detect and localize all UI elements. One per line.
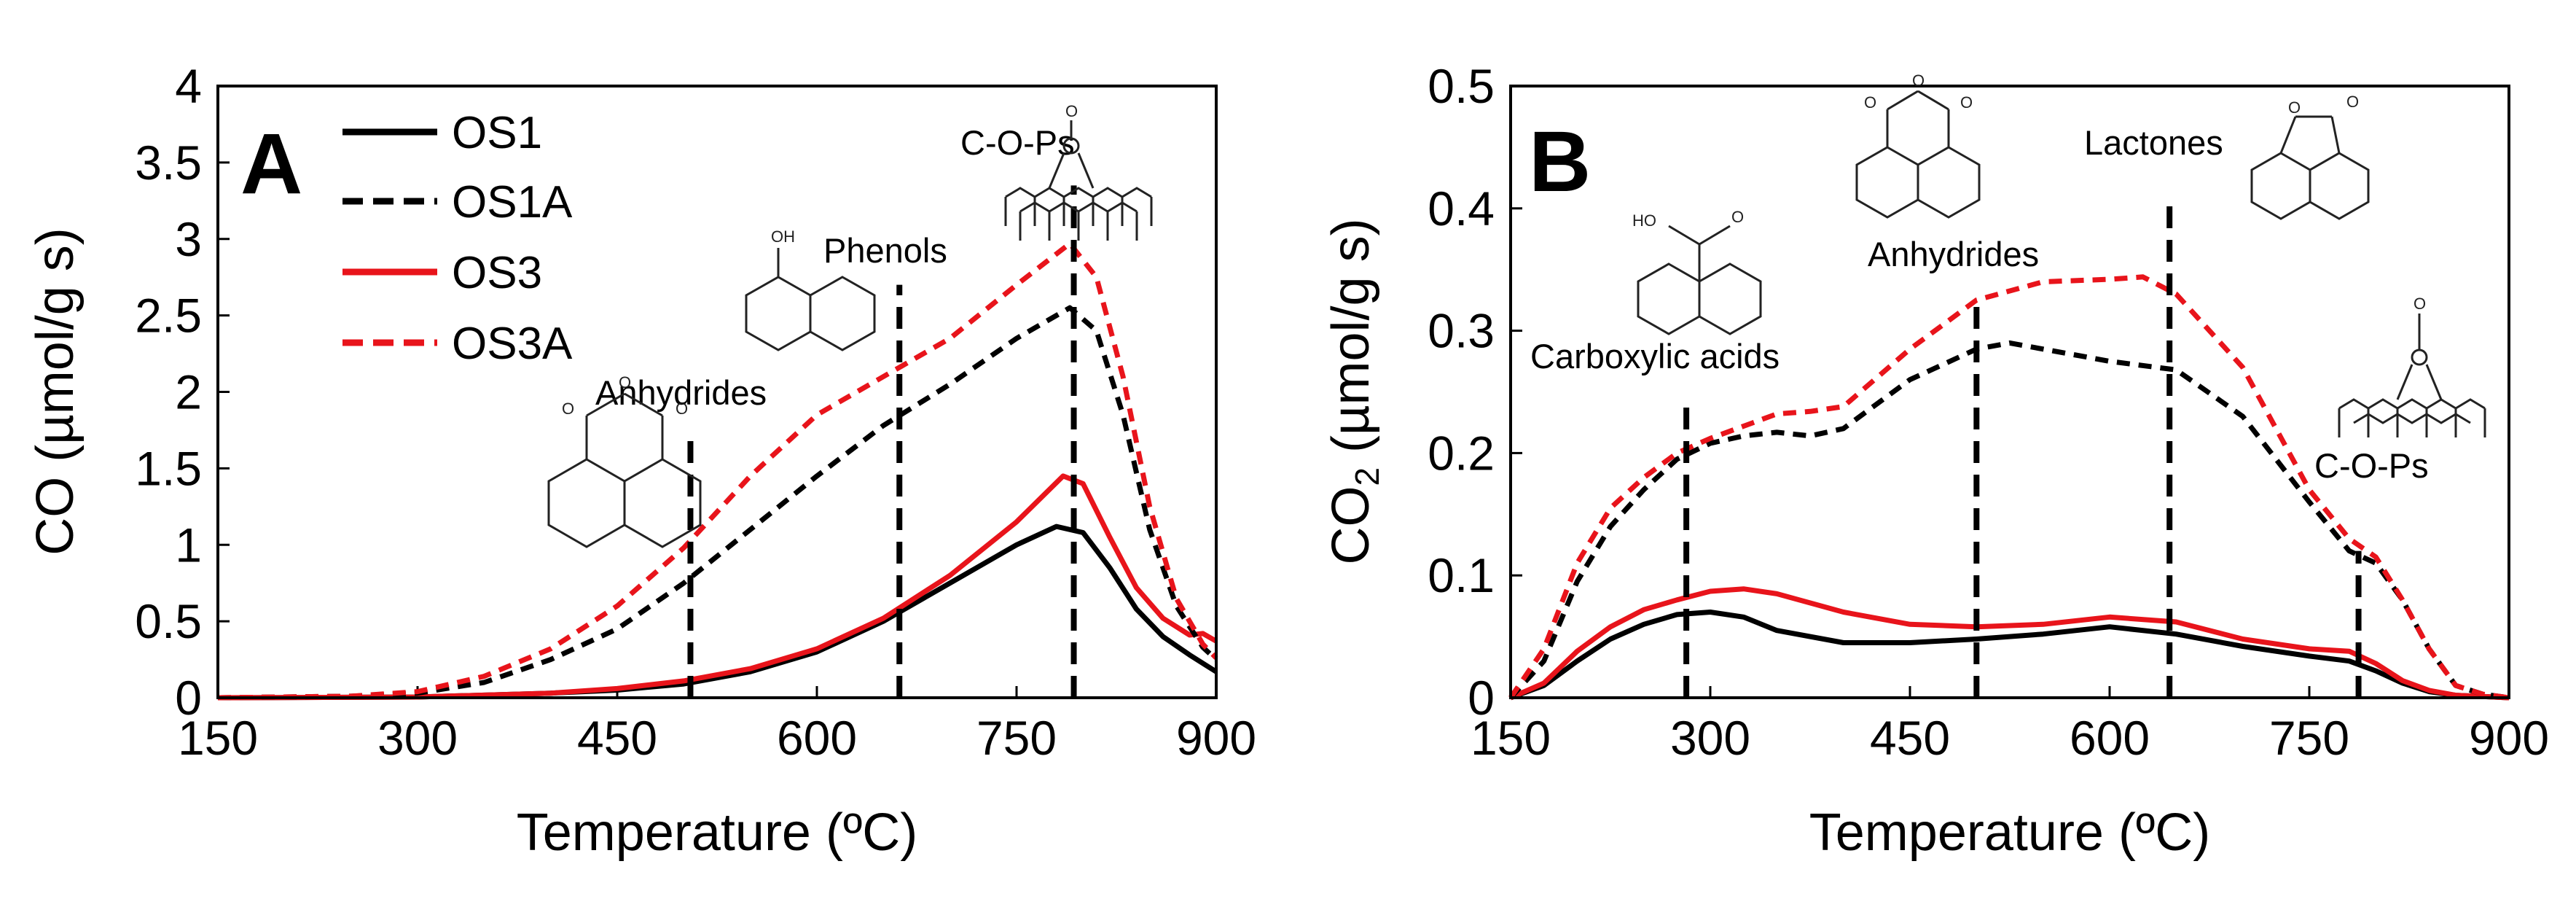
panel-b-letter: B (1529, 114, 1591, 210)
panel-b-series-os3 (1509, 586, 2510, 701)
svg-text:O: O (1912, 71, 1925, 90)
panel-a-x-axis-title: Temperature (ºC) (517, 803, 917, 862)
panel-a: 150 300 450 600 750 900 0 0.5 1 1.5 2 2.5 3 3.5 4 A OS… (26, 59, 1256, 862)
panel-a-x-tick-label: 750 (976, 711, 1057, 765)
panel-a-x-tick-label: 900 (1176, 711, 1256, 765)
panel-b-ticks: 150 300 450 600 750 900 0 0.1 0.2 0.3 0.4 0.5 (1428, 59, 2549, 765)
panel-b-y-axis-title-main: CO (1322, 486, 1380, 565)
panel-b-x-tick-label: 450 (1870, 711, 1950, 765)
panel-b-y-tick-label: 0 (1468, 671, 1495, 725)
panel-b-label-carboxylic-acids: Carboxylic acids (1530, 337, 1780, 375)
panel-a-y-tick-label: 4 (175, 59, 202, 113)
svg-text:OH: OH (771, 227, 795, 246)
panel-b-series (1508, 274, 2510, 701)
panel-a-y-tick-label: 3 (175, 212, 202, 266)
phenol-structure-icon: OH (745, 227, 876, 351)
svg-text:O: O (1065, 102, 1078, 120)
svg-text:O: O (1731, 208, 1744, 226)
panel-b-x-tick-label: 900 (2469, 711, 2549, 765)
panel-b-x-tick-label: 600 (2070, 711, 2150, 765)
svg-text:HO: HO (1632, 211, 1656, 230)
panel-a-y-tick-label: 2 (175, 365, 202, 419)
panel-b-y-axis-title-subscript: 2 (1348, 467, 1386, 486)
panel-b-label-c-o-ps: C-O-Ps (2314, 446, 2429, 485)
panel-a-y-tick-label: 0.5 (135, 594, 202, 648)
svg-text:O: O (1960, 93, 1973, 112)
panel-b-x-tick-label: 150 (1471, 711, 1551, 765)
panel-a-x-tick-label: 450 (577, 711, 657, 765)
panel-b: 150 300 450 600 750 900 0 0.1 0.2 0.3 0.4 0.5 B Car… (1322, 59, 2549, 862)
svg-text:O: O (2288, 98, 2301, 117)
anhydride-structure-icon: O O O (547, 373, 702, 548)
panel-a-y-tick-label: 2.5 (135, 289, 202, 343)
panel-b-x-tick-label: 300 (1670, 711, 1750, 765)
panel-a-series-os1a (217, 305, 1218, 701)
panel-b-y-tick-label: 0.3 (1428, 304, 1495, 358)
panel-a-y-tick-label: 0 (175, 671, 202, 725)
panel-a-y-tick-label: 1.5 (135, 441, 202, 495)
panel-b-label-lactones: Lactones (2084, 123, 2223, 162)
svg-text:O: O (562, 400, 574, 418)
panel-a-legend: OS1 OS1A OS3 OS3A (342, 108, 573, 369)
panel-a-x-tick-label: 600 (777, 711, 857, 765)
panel-b-x-tick-label: 750 (2269, 711, 2349, 765)
panel-b-y-tick-label: 0.1 (1428, 548, 1495, 602)
panel-b-markers (1683, 196, 2362, 698)
panel-b-y-axis-title: CO2 (µmol/g s) (1322, 218, 1386, 564)
panel-b-y-axis-title-units: (µmol/g s) (1322, 218, 1380, 467)
svg-text:O: O (2346, 93, 2359, 111)
panel-a-series-os3a (217, 241, 1218, 701)
panel-a-x-tick-label: 300 (377, 711, 458, 765)
legend-label-os1: OS1 (452, 108, 542, 158)
panel-a-series-os1 (217, 523, 1218, 701)
c-o-ps-b-structure-icon: O (2338, 295, 2486, 437)
panel-a-x-tick-label: 150 (178, 711, 258, 765)
legend-label-os3: OS3 (452, 248, 542, 298)
panel-a-label-phenols: Phenols (823, 231, 947, 270)
panel-a-series-os3 (217, 473, 1218, 701)
panel-b-x-axis-title: Temperature (ºC) (1809, 803, 2210, 862)
svg-text:O: O (1864, 93, 1876, 112)
panel-a-y-axis-title: CO (µmol/g s) (26, 227, 85, 556)
carboxylic-acid-structure-icon: HO O (1632, 208, 1762, 335)
svg-text:O: O (2413, 295, 2426, 313)
panel-b-plot-frame (1509, 85, 2510, 699)
svg-text:O: O (676, 400, 688, 418)
panel-b-series-os3a (1508, 274, 2510, 701)
panel-a-label-anhydrides: Anhydrides (595, 373, 767, 412)
panel-a-label-c-o-ps: C-O-Ps (960, 123, 1075, 162)
c-o-ps-structure-icon: O (1004, 102, 1153, 241)
svg-text:O: O (619, 373, 631, 392)
panel-b-y-tick-label: 0.2 (1428, 426, 1495, 480)
panel-a-ticks: 150 300 450 600 750 900 0 0.5 1 1.5 2 2.5 3 3.5 4 (135, 59, 1256, 765)
panel-b-label-anhydrides: Anhydrides (1868, 235, 2039, 273)
panel-a-series (217, 241, 1218, 701)
panel-a-y-tick-label: 1 (175, 518, 202, 572)
anhydride-b-structure-icon: O O O (1855, 71, 1981, 219)
legend-label-os3a: OS3A (452, 319, 573, 369)
legend-label-os1a: OS1A (452, 177, 573, 227)
panel-b-y-tick-label: 0.5 (1428, 59, 1495, 113)
panel-a-y-tick-label: 3.5 (135, 136, 202, 190)
panel-b-y-tick-label: 0.4 (1428, 182, 1495, 235)
panel-a-letter: A (240, 116, 302, 212)
panel-a-plot-frame (216, 85, 1218, 699)
lactone-structure-icon: O O (2250, 93, 2370, 220)
